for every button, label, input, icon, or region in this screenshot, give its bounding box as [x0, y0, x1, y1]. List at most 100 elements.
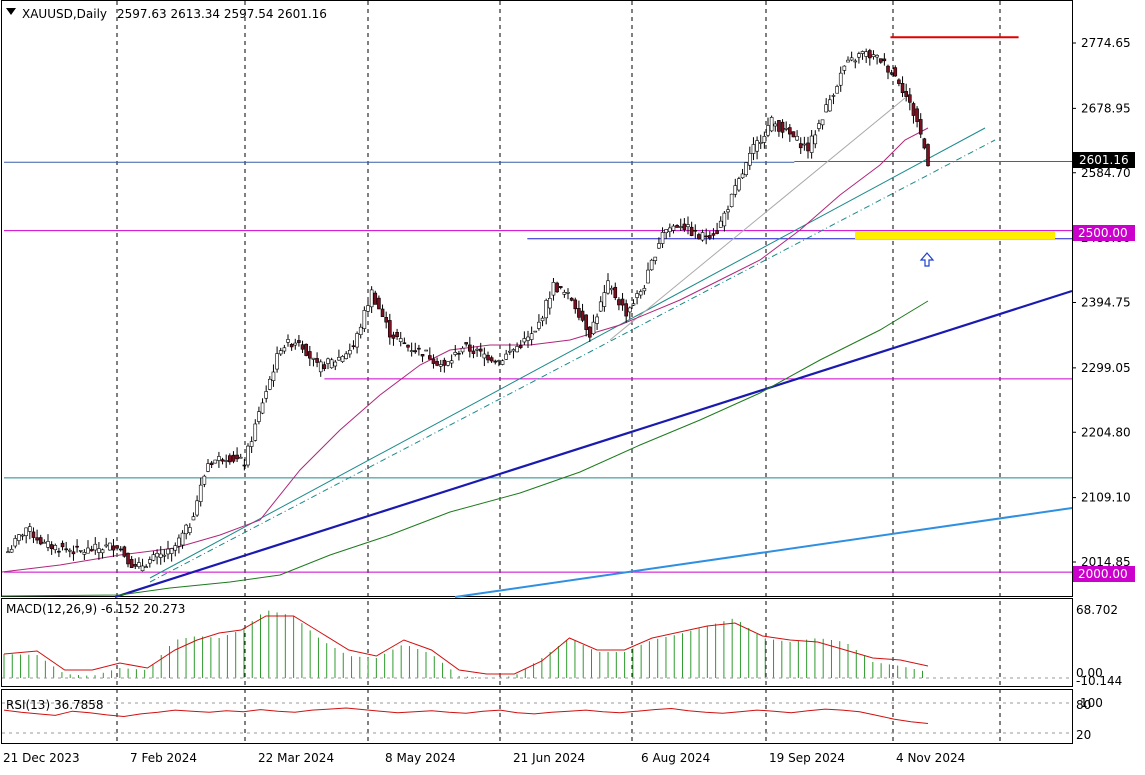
candle-bear: [478, 348, 483, 352]
candle-bull: [522, 338, 527, 343]
symbol-dropdown-icon[interactable]: [6, 8, 16, 15]
candle-bull: [562, 291, 567, 295]
candle-bull: [188, 527, 192, 533]
candle-bull: [460, 347, 465, 353]
candle-bull: [802, 143, 807, 146]
candle-bull: [744, 162, 748, 175]
candle-bear: [431, 358, 436, 364]
candle-bull: [598, 301, 603, 312]
price-tick: 2109.10: [1081, 491, 1131, 505]
candle-bear: [704, 235, 708, 238]
candle-bull: [842, 65, 847, 71]
candle-bear: [675, 225, 679, 228]
candle-bull: [173, 545, 178, 551]
candle-bear: [322, 364, 327, 369]
candle-bear: [31, 531, 36, 538]
candle-bear: [49, 544, 54, 550]
candle-bull: [500, 360, 505, 365]
candle-bear: [231, 454, 236, 462]
candle-bull: [784, 128, 788, 130]
candle-bear: [922, 138, 927, 149]
candle-bull: [358, 326, 363, 335]
candle-bull: [238, 456, 243, 459]
candle-bull: [82, 552, 87, 555]
target-zone-rectangle[interactable]: [855, 231, 1055, 239]
candle-bull: [224, 460, 228, 462]
candle-bull: [540, 317, 545, 322]
candle-bear: [57, 550, 61, 553]
candle-bull: [329, 359, 334, 369]
candle-bull: [97, 548, 101, 553]
candle-bull: [268, 378, 272, 390]
candle-bull: [344, 353, 348, 359]
candle-bear: [384, 317, 388, 323]
candle-bull: [6, 551, 10, 554]
candle-bull: [875, 55, 879, 58]
candle-bear: [60, 542, 65, 548]
time-axis: 21 Dec 2023 7 Feb 2024 22 Mar 2024 8 May…: [3, 751, 965, 765]
candle-bull: [333, 361, 338, 367]
candle-bull: [162, 554, 167, 557]
candle-bear: [693, 229, 698, 232]
candle-bull: [733, 185, 738, 195]
candle-bear: [613, 286, 618, 299]
macd-tick-top: 68.702: [1076, 603, 1118, 617]
candle-bear: [489, 357, 494, 362]
candle-bear: [471, 350, 476, 354]
candle-bull: [773, 123, 778, 127]
candle-bull: [286, 339, 290, 343]
moving-average-long: [1, 300, 929, 597]
candle-bull: [766, 125, 770, 136]
macd-label: MACD(12,26,9) -6.152 20.273: [6, 602, 185, 616]
candle-bull: [657, 243, 661, 249]
trend-overlays: [1, 97, 1073, 599]
candle-bear: [111, 545, 116, 551]
candle-bull: [206, 463, 210, 472]
candle-bear: [420, 354, 425, 357]
candle-bull: [198, 484, 203, 502]
candle-bull: [158, 553, 163, 558]
candle-bull: [642, 288, 647, 292]
candle-bull: [482, 353, 487, 359]
candle-bull: [631, 303, 636, 306]
candle-bull: [504, 353, 508, 360]
candle-bear: [777, 120, 781, 132]
candle-bear: [402, 342, 407, 345]
candle-bull: [635, 293, 639, 298]
macd-tick-bottom: -10.144: [1076, 674, 1122, 688]
candle-bull: [311, 357, 316, 360]
candle-bull: [846, 59, 850, 63]
candle-bull: [362, 310, 367, 329]
candle-bear: [289, 344, 294, 348]
candle-bear: [886, 65, 890, 73]
rsi-label: RSI(13) 36.7858: [6, 698, 104, 712]
candle-bull: [809, 135, 814, 153]
candle-bull: [737, 178, 741, 191]
candles[interactable]: [6, 48, 930, 572]
candle-bull: [551, 282, 556, 296]
rsi-tick-100: 100: [1080, 696, 1103, 710]
candle-bull: [253, 423, 258, 441]
candle-bear: [228, 455, 232, 463]
candle-bull: [340, 356, 345, 362]
candle-bear: [75, 545, 79, 548]
candle-bull: [609, 287, 614, 291]
candle-bull: [515, 346, 519, 353]
candle-bear: [697, 234, 701, 240]
candle-bull: [544, 300, 548, 319]
candle-bull: [271, 371, 276, 381]
candle-bull: [511, 349, 516, 352]
macd-signal-line: [3, 615, 929, 675]
time-tick: 4 Nov 2024: [896, 751, 965, 765]
candle-bull: [508, 350, 512, 353]
candle-bull: [326, 358, 330, 364]
up-arrow-icon[interactable]: [919, 252, 935, 267]
level-tag-2500-label: 2500.00: [1078, 226, 1128, 240]
candle-bull: [409, 350, 414, 352]
candle-bear: [442, 359, 447, 366]
candle-bull: [148, 559, 152, 564]
candle-bull: [293, 342, 298, 346]
candle-bull: [769, 117, 774, 132]
time-tick: 19 Sep 2024: [769, 751, 845, 765]
